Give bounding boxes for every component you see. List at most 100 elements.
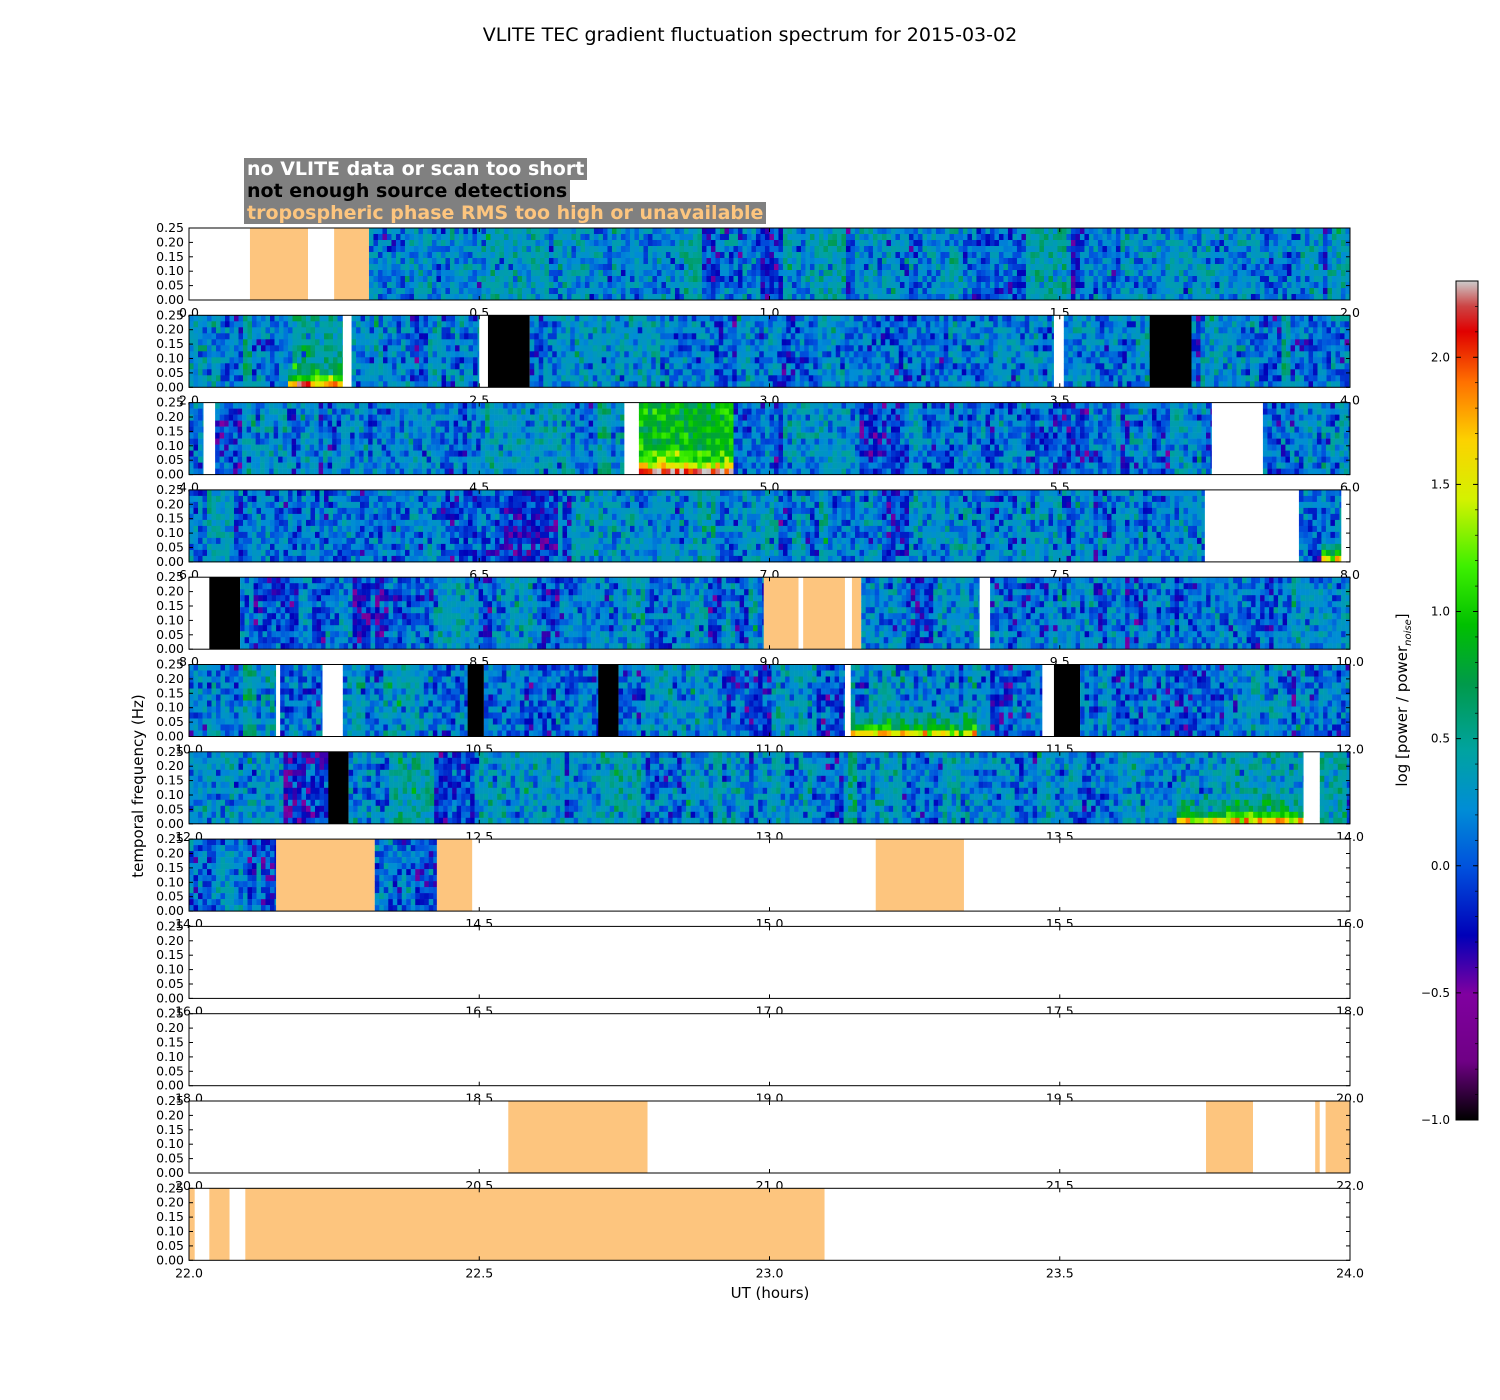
spectrum-cell (998, 288, 1004, 295)
spectrum-cell (1016, 288, 1022, 295)
spectrum-cell (934, 327, 940, 334)
spectrum-cell (1030, 258, 1036, 265)
spectrum-cell (440, 276, 446, 283)
spectrum-cell (593, 270, 599, 277)
spectrum-cell (912, 339, 918, 346)
spectrum-cell (754, 333, 760, 340)
spectrum-cell (238, 357, 244, 364)
spectrum-cell (566, 258, 572, 265)
spectrum-cell (813, 351, 819, 358)
spectrum-cell (575, 282, 581, 289)
spectrum-cell (971, 264, 977, 271)
spectrum-cell (580, 258, 586, 265)
spectrum-cell (656, 264, 662, 271)
spectrum-cell (768, 363, 774, 370)
spectrum-cell (1095, 333, 1101, 340)
spectrum-cell (270, 345, 275, 352)
spectrum-cell (544, 234, 550, 241)
spectrum-cell (409, 276, 415, 283)
spectrum-cell (898, 357, 904, 364)
spectrum-cell (220, 363, 226, 370)
spectrum-cell (337, 375, 343, 382)
spectrum-cell (229, 363, 235, 370)
spectrum-cell (885, 327, 891, 334)
spectrum-cell (682, 363, 688, 370)
spectrum-cell (1030, 288, 1036, 295)
spectrum-cell (1007, 282, 1013, 289)
spectrum-cell (1345, 252, 1351, 259)
spectrum-cell (745, 327, 751, 334)
spectrum-cell (746, 252, 752, 259)
spectrum-cell (409, 252, 415, 259)
spectrum-cell (670, 270, 676, 277)
spectrum-cell (827, 282, 833, 289)
spectrum-cell (1093, 264, 1099, 271)
spectrum-cell (877, 282, 883, 289)
spectrum-cell (1070, 252, 1076, 259)
spectrum-cell (1147, 276, 1153, 283)
spectrum-cell (737, 246, 743, 253)
spectrum-cell (584, 234, 590, 241)
spectrum-cell (437, 345, 442, 352)
spectrum-cell (1241, 234, 1247, 241)
spectrum-cell (468, 333, 474, 340)
spectrum-cell (365, 351, 370, 358)
spectrum-cell (1043, 246, 1049, 253)
spectrum-cell (912, 327, 918, 334)
spectrum-cell (583, 333, 589, 340)
spectrum-cell (467, 252, 473, 259)
spectrum-cell (436, 228, 442, 235)
spectrum-cell (369, 351, 375, 358)
spectrum-cell (745, 363, 751, 370)
spectrum-cell (292, 375, 298, 382)
spectrum-cell (661, 258, 667, 265)
spectrum-cell (993, 321, 999, 328)
spectrum-cell (791, 288, 797, 295)
spectrum-cell (962, 288, 968, 295)
spectrum-cell (809, 294, 815, 301)
spectrum-cell (431, 234, 437, 241)
spectrum-cell (1268, 270, 1274, 277)
spectrum-cell (517, 270, 523, 277)
spectrum-cell (274, 369, 280, 376)
spectrum-cell (1084, 276, 1090, 283)
spectrum-cell (894, 357, 900, 364)
spectrum-cell (889, 333, 895, 340)
spectrum-cell (728, 252, 734, 259)
spectrum-cell (247, 315, 253, 322)
spectrum-cell (1268, 228, 1274, 235)
spectrum-cell (1178, 234, 1184, 241)
spectrum-cell (988, 369, 994, 376)
spectrum-cell (1039, 246, 1045, 253)
spectrum-cell (643, 294, 649, 301)
spectrum-cell (547, 339, 553, 346)
spectrum-cell (1205, 276, 1211, 283)
spectrum-cell (642, 369, 648, 376)
spectrum-cell (1232, 228, 1238, 235)
spectrum-cell (526, 246, 532, 253)
spectrum-cell (809, 228, 815, 235)
spectrum-cell (198, 339, 203, 346)
spectrum-cell (441, 333, 447, 340)
spectrum-cell (975, 339, 981, 346)
spectrum-cell (664, 321, 670, 328)
spectrum-cell (966, 363, 972, 370)
spectrum-cell (1340, 240, 1346, 247)
spectrum-cell (450, 315, 456, 322)
spectrum-cell (633, 369, 639, 376)
spectrum-cell (1079, 282, 1085, 289)
spectrum-cell (561, 369, 567, 376)
spectrum-cell (615, 381, 621, 388)
spectrum-cell (628, 351, 634, 358)
spectrum-cell (1086, 363, 1092, 370)
spectrum-cell (661, 282, 667, 289)
spectrum-cell (777, 315, 783, 322)
spectrum-cell (1178, 264, 1184, 271)
spectrum-cell (579, 327, 585, 334)
spectrum-cell (1093, 228, 1099, 235)
spectrum-cell (674, 228, 680, 235)
spectrum-cell (606, 351, 612, 358)
spectrum-cell (1088, 288, 1094, 295)
spectrum-cell (220, 351, 226, 358)
spectrum-cell (374, 357, 379, 364)
